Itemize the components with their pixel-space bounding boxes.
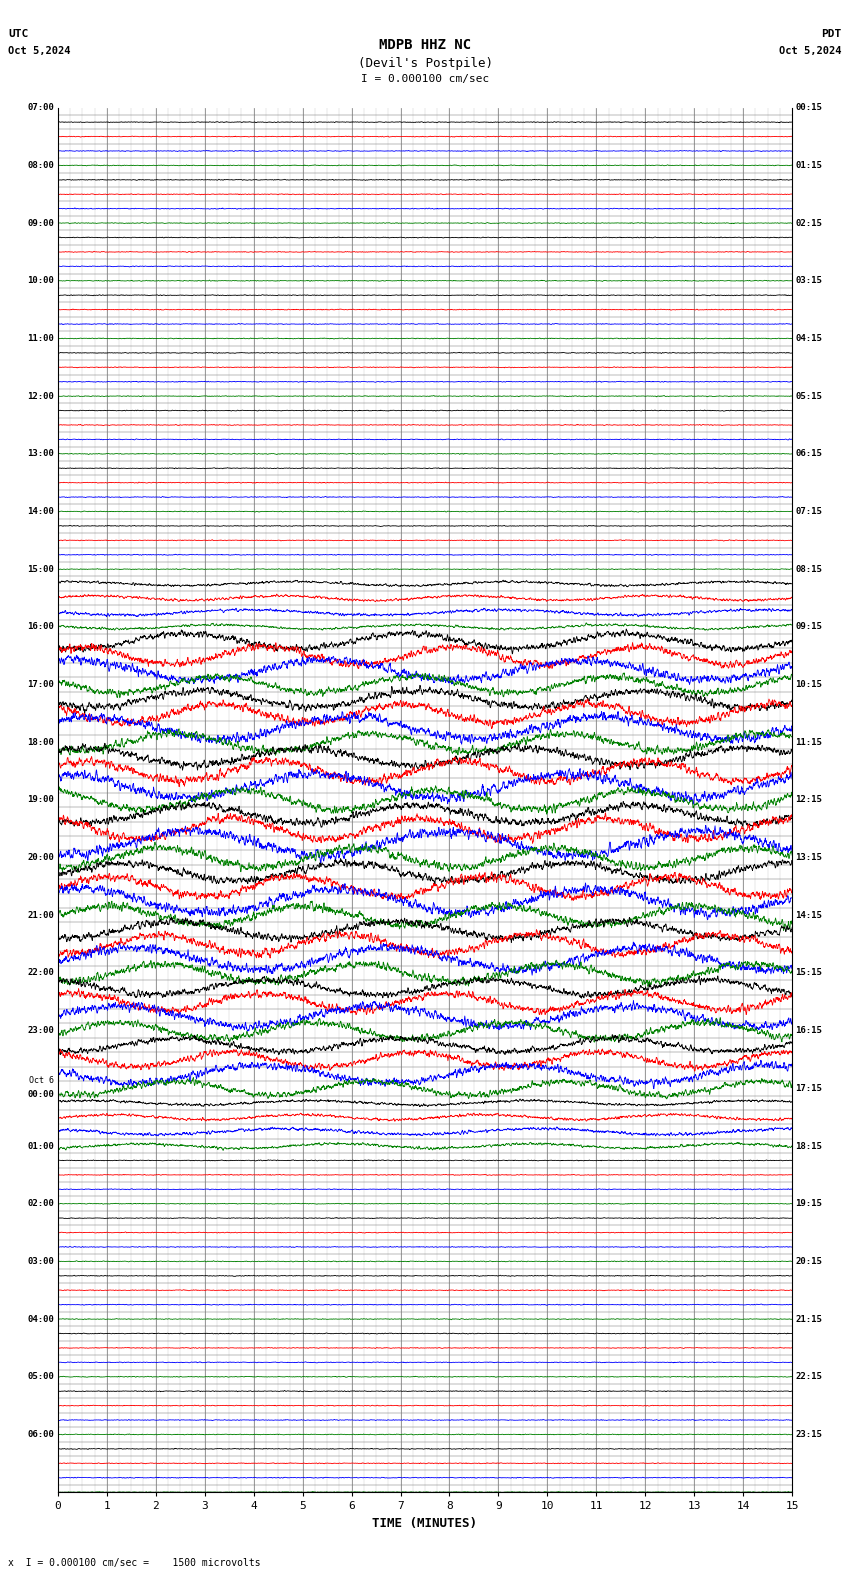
Text: 13:15: 13:15 <box>796 854 823 862</box>
Text: 13:00: 13:00 <box>27 450 54 458</box>
Text: 02:00: 02:00 <box>27 1199 54 1209</box>
Text: 00:15: 00:15 <box>796 103 823 112</box>
Text: 17:00: 17:00 <box>27 680 54 689</box>
Text: 11:00: 11:00 <box>27 334 54 344</box>
Text: Oct 5,2024: Oct 5,2024 <box>779 46 842 55</box>
Text: 04:00: 04:00 <box>27 1315 54 1324</box>
Text: 14:00: 14:00 <box>27 507 54 516</box>
Text: 05:15: 05:15 <box>796 391 823 401</box>
Text: 15:00: 15:00 <box>27 564 54 573</box>
Text: 20:00: 20:00 <box>27 854 54 862</box>
Text: 12:00: 12:00 <box>27 391 54 401</box>
Text: 04:15: 04:15 <box>796 334 823 344</box>
Text: PDT: PDT <box>821 29 842 38</box>
Text: 07:15: 07:15 <box>796 507 823 516</box>
Text: (Devil's Postpile): (Devil's Postpile) <box>358 57 492 70</box>
Text: 15:15: 15:15 <box>796 968 823 977</box>
Text: 16:15: 16:15 <box>796 1026 823 1036</box>
Text: 22:00: 22:00 <box>27 968 54 977</box>
Text: 09:15: 09:15 <box>796 623 823 632</box>
Text: I = 0.000100 cm/sec: I = 0.000100 cm/sec <box>361 74 489 84</box>
Text: 08:15: 08:15 <box>796 564 823 573</box>
Text: 12:15: 12:15 <box>796 795 823 805</box>
Text: 06:00: 06:00 <box>27 1430 54 1438</box>
Text: 00:00: 00:00 <box>27 1090 54 1099</box>
Text: UTC: UTC <box>8 29 29 38</box>
Text: 08:00: 08:00 <box>27 162 54 169</box>
Text: 18:15: 18:15 <box>796 1142 823 1150</box>
Text: x  I = 0.000100 cm/sec =    1500 microvolts: x I = 0.000100 cm/sec = 1500 microvolts <box>8 1559 261 1568</box>
Text: 03:00: 03:00 <box>27 1256 54 1266</box>
Text: 10:15: 10:15 <box>796 680 823 689</box>
Text: Oct 6: Oct 6 <box>30 1076 54 1085</box>
Text: 10:00: 10:00 <box>27 276 54 285</box>
Text: 07:00: 07:00 <box>27 103 54 112</box>
Text: 23:15: 23:15 <box>796 1430 823 1438</box>
Text: 21:15: 21:15 <box>796 1315 823 1324</box>
Text: 05:00: 05:00 <box>27 1372 54 1381</box>
Text: 14:15: 14:15 <box>796 911 823 920</box>
Text: 22:15: 22:15 <box>796 1372 823 1381</box>
Text: 19:15: 19:15 <box>796 1199 823 1209</box>
Text: Oct 5,2024: Oct 5,2024 <box>8 46 71 55</box>
Text: 09:00: 09:00 <box>27 219 54 228</box>
Text: 16:00: 16:00 <box>27 623 54 632</box>
Text: 01:15: 01:15 <box>796 162 823 169</box>
Text: 23:00: 23:00 <box>27 1026 54 1036</box>
Text: 19:00: 19:00 <box>27 795 54 805</box>
Text: 02:15: 02:15 <box>796 219 823 228</box>
Text: 21:00: 21:00 <box>27 911 54 920</box>
Text: 17:15: 17:15 <box>796 1083 823 1093</box>
Text: 11:15: 11:15 <box>796 738 823 746</box>
Text: 20:15: 20:15 <box>796 1256 823 1266</box>
Text: MDPB HHZ NC: MDPB HHZ NC <box>379 38 471 52</box>
X-axis label: TIME (MINUTES): TIME (MINUTES) <box>372 1517 478 1530</box>
Text: 06:15: 06:15 <box>796 450 823 458</box>
Text: 03:15: 03:15 <box>796 276 823 285</box>
Text: 01:00: 01:00 <box>27 1142 54 1150</box>
Text: 18:00: 18:00 <box>27 738 54 746</box>
